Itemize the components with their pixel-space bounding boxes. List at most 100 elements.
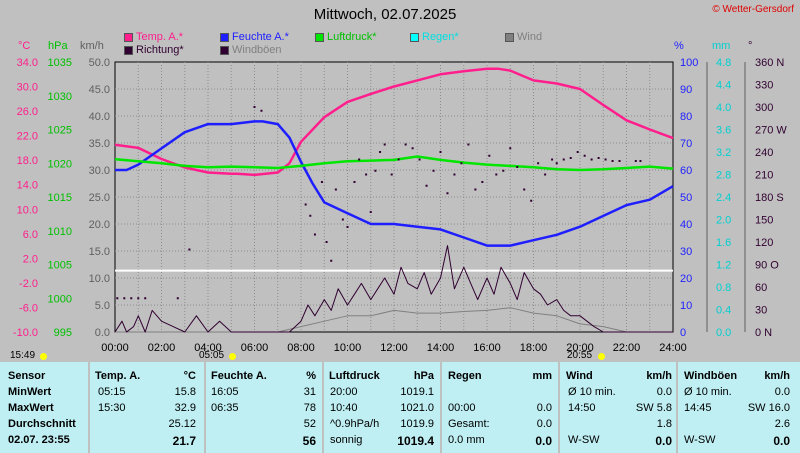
cell-label: W-SW [684,434,716,446]
wind-tick-label: 50.0 [89,57,110,69]
series-line-0 [114,67,674,177]
direction-point [537,162,540,165]
legend-rain: Regen* [410,31,459,43]
temp-tick-label: 14.0 [17,180,38,192]
chart-title: Mittwoch, 02.07.2025 [313,6,457,23]
rain-tick-label: 1.6 [716,237,731,249]
temp-tick-label: 30.0 [17,82,38,94]
chart-axes: 00:00 02:00 04:00 06:00 08:00 10:00 12:00 14:00… [13,57,787,354]
legend-wind: Wind [505,31,542,43]
direction-unit: ° [748,40,753,52]
rain-tick-label: 2.0 [716,215,731,227]
sun-icon [40,353,47,360]
cell-value: 0.0 [655,434,672,448]
direction-point [523,188,526,191]
col-unit: mm [532,370,552,382]
pressure-tick-label: 995 [54,327,72,339]
col-unit: km/h [764,370,790,382]
direction-tick-label: 360 N [755,57,784,69]
humidity-tick-label: 90 [680,84,692,96]
rain-tick-label: 2.4 [716,192,731,204]
direction-point [432,169,435,172]
wind-tick-label: 20.0 [89,219,110,231]
cell-value: 32.9 [174,402,196,414]
legend-temp: Temp. A.* [124,31,183,43]
row-label: MaxWert [8,402,54,414]
direction-tick-label: 270 W [755,125,787,137]
copyright-label: © Wetter-Gersdorf [712,4,794,15]
humidity-tick-label: 30 [680,246,692,258]
chart-grid [114,61,674,333]
rain-unit: mm [712,40,731,52]
x-tick-label: 22:00 [613,342,641,354]
direction-point [116,297,119,300]
divider [440,362,442,453]
series-line-4 [114,245,673,333]
sunset-icon [598,353,605,360]
rain-tick-label: 2.8 [716,170,731,182]
x-tick-label: 16:00 [473,342,501,354]
direction-point [418,158,421,161]
sunrise-icon [229,353,236,360]
direction-tick-label: 330 [755,80,773,92]
pressure-tick-label: 1010 [48,226,72,238]
direction-point [439,151,442,153]
direction-point [176,297,179,300]
direction-point [330,259,333,262]
rain-tick-label: 1.2 [716,260,731,272]
cell-label: 14:50 [568,402,596,414]
cell-value: 1019.9 [400,418,434,430]
direction-tick-label: 300 [755,102,773,114]
cell-label: 00:00 [448,402,476,414]
direction-tick-label: 210 [755,170,773,182]
col-header: Feuchte A. [211,370,267,382]
cell-value: 0.0 [774,386,790,398]
row-label: 02.07. 23:55 [8,434,70,446]
col-pressure: Luftdruck hPa [324,362,440,453]
direction-point [260,109,263,112]
rain-tick-label: 0.4 [716,305,731,317]
cell-label: 16:05 [211,386,239,398]
x-tick-label: 12:00 [380,342,408,354]
cell-label: ^0.9hPa/h [330,418,380,430]
sunrise-label: 05:05 [199,350,225,361]
wind-tick-label: 40.0 [89,111,110,123]
cell-label: 0.0 mm [448,434,485,446]
temp-tick-label: -2.0 [19,278,38,290]
wind-unit: km/h [80,40,104,52]
direction-point [334,188,337,191]
pressure-tick-label: 1030 [48,91,72,103]
legend-gusts: Windböen [220,44,282,56]
rain-tick-label: 0.8 [716,282,731,294]
col-header: Temp. A. [95,370,141,382]
rain-tick-label: 3.2 [716,147,731,159]
x-tick-label: 20:00 [566,342,594,354]
legend-label: Wind [517,31,543,43]
direction-tick-label: 240 [755,147,773,159]
x-tick-label: 08:00 [287,342,315,354]
wind-tick-label: 0.0 [95,327,110,339]
direction-point [460,162,463,165]
humidity-unit: % [674,40,684,52]
direction-point [481,181,484,183]
direction-point [130,297,133,300]
cell-value: 1.8 [656,418,672,430]
left-time-label: 15:49 [10,350,36,361]
direction-point [544,173,547,176]
temp-tick-label: 6.0 [23,229,38,241]
col-header: Wind [566,370,593,382]
weather-chart: 00:00 02:00 04:00 06:00 08:00 10:00 12:00 14:00… [13,57,787,354]
direction-point [320,181,323,183]
cell-label: W-SW [568,434,600,446]
col-unit: °C [183,370,196,382]
wind-tick-label: 30.0 [89,165,110,177]
legend-label: Luftdruck* [327,31,377,43]
humidity-tick-label: 20 [680,273,692,285]
cell-label: Gesamt: [448,418,490,430]
cell-label: sonnig [330,434,363,446]
row-label: Durchschnitt [8,418,76,430]
direction-tick-label: 150 [755,215,773,227]
rain-tick-label: 4.8 [716,57,731,69]
direction-tick-label: 90 O [755,260,779,272]
legend-swatch [124,45,133,55]
